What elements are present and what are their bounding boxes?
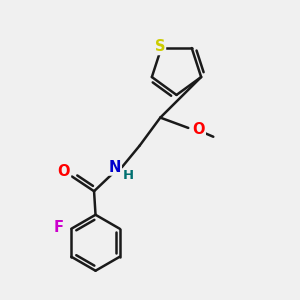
Text: H: H [123, 169, 134, 182]
Text: O: O [192, 122, 205, 137]
Text: O: O [58, 164, 70, 179]
Text: N: N [109, 160, 121, 175]
Text: F: F [54, 220, 64, 235]
Text: S: S [154, 39, 165, 54]
